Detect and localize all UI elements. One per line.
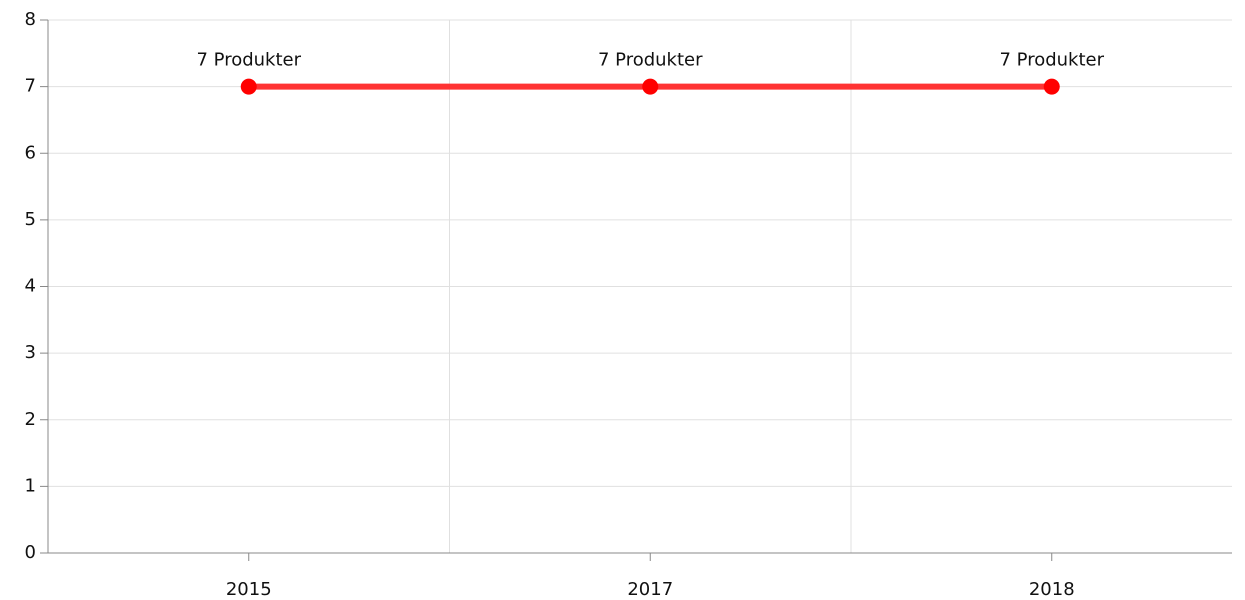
value-label: 7 Produkter <box>598 50 703 71</box>
y-tick-label: 3 <box>25 342 36 363</box>
point <box>642 78 659 95</box>
point <box>1043 78 1060 95</box>
x-tick-label: 2015 <box>226 579 272 600</box>
y-tick-label: 8 <box>25 9 36 30</box>
y-tick-label: 0 <box>25 542 36 563</box>
y-tick-label: 2 <box>25 409 36 430</box>
point <box>240 78 257 95</box>
value-label: 7 Produkter <box>999 50 1104 71</box>
y-tick-label: 6 <box>25 142 36 163</box>
x-tick-label: 2017 <box>627 579 673 600</box>
y-tick-label: 1 <box>25 475 36 496</box>
y-tick-label: 4 <box>25 276 36 297</box>
value-label: 7 Produkter <box>196 50 301 71</box>
y-tick-label: 7 <box>25 76 36 97</box>
x-tick-label: 2018 <box>1029 579 1075 600</box>
y-tick-label: 5 <box>25 209 36 230</box>
